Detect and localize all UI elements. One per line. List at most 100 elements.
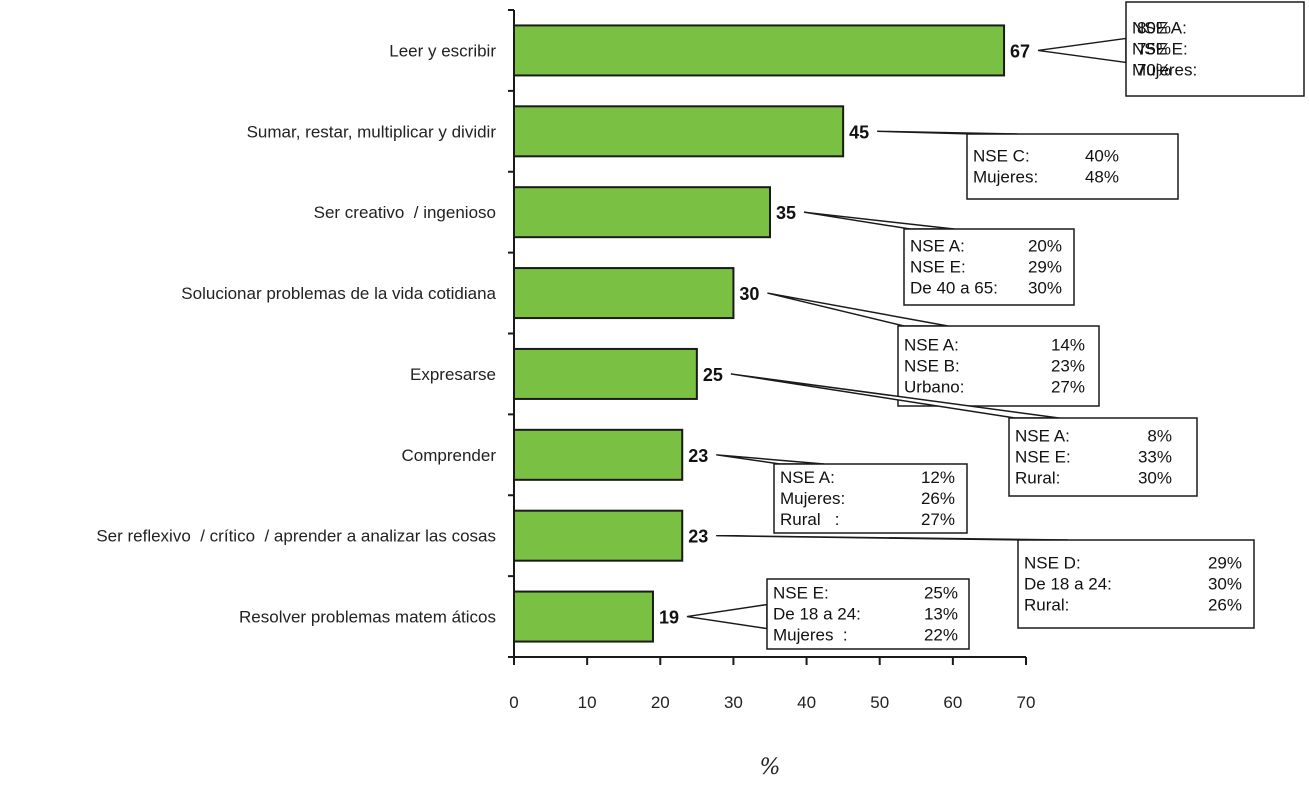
callout-row-value: 30% bbox=[1208, 575, 1242, 594]
callout-row-label: Urbano: bbox=[904, 378, 964, 397]
callout-box bbox=[1008, 417, 1198, 497]
bar bbox=[513, 186, 771, 239]
callout-row-value: 12% bbox=[921, 468, 955, 487]
bar bbox=[513, 428, 684, 481]
callout-row-value: 29% bbox=[1028, 258, 1062, 277]
callout-row-value: 30% bbox=[1138, 469, 1172, 488]
callout-row-label: NSE A: bbox=[910, 237, 965, 256]
callout-row-label: Rural : bbox=[780, 510, 840, 529]
callout-row-label: Rural: bbox=[1024, 596, 1069, 615]
x-tick-label: 10 bbox=[578, 693, 597, 712]
callout-row-value: 22% bbox=[924, 626, 958, 645]
callout: NSE A: 12% Mujeres: 26% Rural : 27% bbox=[716, 454, 968, 534]
callout-layer: NSE A:80%NSE E:75%Mujeres:70%NSE C: 40%Mu… bbox=[686, 1, 1305, 650]
callout-row-label: Mujeres: bbox=[1132, 61, 1197, 80]
data-label: 19 bbox=[659, 608, 679, 628]
callout-row-value: 27% bbox=[1051, 378, 1085, 397]
callout-row-value: 33% bbox=[1138, 448, 1172, 467]
callout-row-value: 13% bbox=[924, 605, 958, 624]
bar bbox=[513, 267, 735, 320]
x-tick-label: 0 bbox=[509, 693, 518, 712]
data-label: 23 bbox=[688, 527, 708, 547]
x-tick-label: 40 bbox=[797, 693, 816, 712]
callout: NSE D: 29% De 18 a 24: 30% Rural: 26% bbox=[716, 534, 1255, 629]
callout-row-value: 80% bbox=[1137, 19, 1171, 38]
data-label: 67 bbox=[1010, 41, 1030, 61]
callout-row-label: NSE A: bbox=[904, 336, 959, 355]
callout-row-value: 26% bbox=[921, 489, 955, 508]
x-tick-label: 60 bbox=[943, 693, 962, 712]
data-label: 25 bbox=[703, 365, 723, 385]
callout-row-label: NSE E: bbox=[910, 258, 966, 277]
category-label: Leer y escribir bbox=[389, 41, 496, 60]
callout-row-value: 27% bbox=[921, 510, 955, 529]
x-tick-label: 70 bbox=[1017, 693, 1036, 712]
callout-row-label: NSE E: bbox=[1132, 40, 1188, 59]
callout-row-value: 8% bbox=[1147, 427, 1172, 446]
callout-pointer bbox=[1037, 37, 1127, 64]
callout-row-label: NSE C: bbox=[973, 147, 1030, 166]
callout-row-label: NSE A: bbox=[780, 468, 835, 487]
callout-row-label: De 18 a 24: bbox=[773, 605, 861, 624]
callout-row-value: 14% bbox=[1051, 336, 1085, 355]
x-tick-label: 20 bbox=[651, 693, 670, 712]
callout: NSE E: 25% De 18 a 24: 13% Mujeres : 22% bbox=[686, 578, 970, 650]
callout-row-label: NSE E: bbox=[1015, 448, 1071, 467]
callout-pointer bbox=[716, 454, 825, 465]
callout-row-value: 75% bbox=[1137, 40, 1171, 59]
category-label: Ser creativo / ingenioso bbox=[314, 203, 496, 222]
callout-row-label: Mujeres : bbox=[773, 626, 848, 645]
callout-box bbox=[773, 463, 968, 534]
x-axis-title: % bbox=[760, 755, 781, 780]
callout: NSE A:80% NSE E:75% Mujeres:70% bbox=[1037, 1, 1305, 97]
bar bbox=[513, 347, 698, 400]
callout-pointer bbox=[686, 603, 768, 630]
axis-layer: Leer y escribir 67 Sumar, restar, multipli… bbox=[96, 9, 1036, 712]
callout-row-value: 20% bbox=[1028, 237, 1062, 256]
callout-row-value: 26% bbox=[1208, 596, 1242, 615]
callout-box bbox=[1125, 1, 1305, 97]
callout: NSE A: 14% NSE B: 23% Urbano: 27% bbox=[767, 292, 1100, 407]
callout-row-label: NSE A: bbox=[1132, 19, 1187, 38]
category-label: Comprender bbox=[402, 446, 497, 465]
callout-row-label: De 40 a 65: bbox=[910, 279, 998, 298]
category-label: Sumar, restar, multiplicar y dividir bbox=[247, 122, 497, 141]
data-label: 45 bbox=[849, 122, 869, 142]
callout-row-label: NSE B: bbox=[904, 357, 960, 376]
bar bbox=[513, 24, 1006, 77]
callout: NSE C: 40% Mujeres: 48% bbox=[877, 130, 1179, 200]
bar bbox=[513, 590, 654, 643]
data-label: 30 bbox=[739, 284, 759, 304]
callout-box bbox=[1017, 539, 1255, 629]
callout-row-value: 70% bbox=[1137, 61, 1171, 80]
x-tick-label: 50 bbox=[870, 693, 889, 712]
callout-row-value: 40% bbox=[1085, 147, 1119, 166]
category-label: Resolver problemas matem áticos bbox=[239, 608, 496, 627]
callout-row-label: NSE A: bbox=[1015, 427, 1070, 446]
callout-row-value: 23% bbox=[1051, 357, 1085, 376]
callout-box bbox=[897, 325, 1100, 407]
category-label: Solucionar problemas de la vida cotidian… bbox=[181, 284, 496, 303]
callout-box bbox=[966, 133, 1179, 200]
category-label: Ser reflexivo / crítico / aprender a ana… bbox=[96, 527, 496, 546]
callout-pointer bbox=[716, 534, 1069, 541]
data-label: 35 bbox=[776, 203, 796, 223]
bar bbox=[513, 509, 684, 562]
callout-box bbox=[903, 228, 1075, 306]
callout-row-label: Mujeres: bbox=[780, 489, 845, 508]
callout-row-label: NSE D: bbox=[1024, 554, 1081, 573]
callout: NSE A: 20% NSE E: 29% De 40 a 65: 30% bbox=[803, 211, 1075, 306]
callout: NSE A: 8% NSE E: 33% Rural: 30% bbox=[730, 373, 1198, 497]
category-label: Expresarse bbox=[410, 365, 496, 384]
x-tick-label: 30 bbox=[724, 693, 743, 712]
data-label: 23 bbox=[688, 446, 708, 466]
callout-row-label: Rural: bbox=[1015, 469, 1060, 488]
callout-row-value: 25% bbox=[924, 584, 958, 603]
callout-pointer bbox=[803, 211, 955, 230]
bar bbox=[513, 105, 845, 158]
callout-row-label: Mujeres: bbox=[973, 168, 1038, 187]
callout-row-value: 30% bbox=[1028, 279, 1062, 298]
bar-layer bbox=[513, 24, 1006, 643]
callout-row-label: De 18 a 24: bbox=[1024, 575, 1112, 594]
callout-row-value: 29% bbox=[1208, 554, 1242, 573]
